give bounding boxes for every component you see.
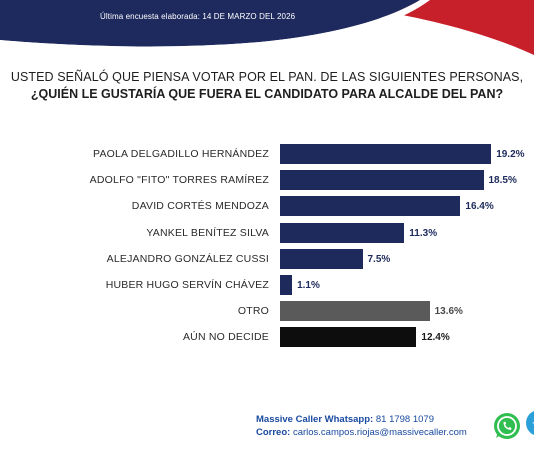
email-label: Correo: <box>256 427 291 438</box>
value-label: 19.2% <box>496 149 525 160</box>
bar <box>280 327 417 348</box>
value-label: 13.6% <box>434 306 463 318</box>
category-label: ADOLFO "FITO" TORRES RAMÍREZ <box>89 174 269 187</box>
whatsapp-line: Massive Caller Whatsapp: 81 1798 1079 <box>256 413 467 426</box>
survey-date: Última encuesta elaborada: 14 DE MARZO D… <box>100 12 296 21</box>
header-white-curve <box>0 0 430 53</box>
value-label: 7.5% <box>367 253 391 265</box>
whatsapp-icon[interactable] <box>492 411 522 441</box>
whatsapp-number[interactable]: 81 1798 1079 <box>375 414 434 425</box>
category-label: AÚN NO DECIDE <box>182 331 269 344</box>
category-label: ALEJANDRO GONZÁLEZ CUSSI <box>106 252 269 265</box>
header-banner: Última encuesta elaborada: 14 DE MARZO D… <box>0 0 534 55</box>
bar <box>280 196 461 217</box>
bar <box>280 248 363 269</box>
email-line: Correo: carlos.campos.riojas@massivecall… <box>256 426 467 439</box>
category-label: HUBER HUGO SERVÍN CHÁVEZ <box>105 279 269 291</box>
bar <box>280 301 430 322</box>
bar <box>280 170 484 191</box>
bar <box>280 144 492 164</box>
category-label: YANKEL BENÍTEZ SILVA <box>146 226 269 239</box>
category-label: OTRO <box>237 305 269 318</box>
contact-footer: Massive Caller Whatsapp: 81 1798 1079 Co… <box>256 413 467 439</box>
bar <box>280 275 293 295</box>
category-label: DAVID CORTÉS MENDOZA <box>131 200 269 213</box>
value-label: 1.1% <box>297 280 320 291</box>
value-label: 12.4% <box>421 332 450 344</box>
whatsapp-label: Massive Caller Whatsapp: <box>256 414 374 425</box>
value-label: 11.3% <box>409 227 438 239</box>
question-line-1: USTED SEÑALÓ QUE PIENSA VOTAR POR EL PAN… <box>10 70 524 84</box>
telegram-icon[interactable] <box>524 408 534 438</box>
header-red-swoosh <box>300 0 534 55</box>
question-text: USTED SEÑALÓ QUE PIENSA VOTAR POR EL PAN… <box>0 70 534 101</box>
question-line-2: ¿QUIÉN LE GUSTARÍA QUE FUERA EL CANDIDAT… <box>30 87 504 101</box>
value-label: 18.5% <box>488 175 517 187</box>
category-label: PAOLA DELGADILLO HERNÁNDEZ <box>93 148 269 160</box>
email-address[interactable]: carlos.campos.riojas@massivecaller.com <box>292 427 467 438</box>
header-navy-band <box>0 0 420 47</box>
bar-chart: PAOLA DELGADILLO HERNÁNDEZ 19.2% ADOLFO "F… <box>0 140 534 360</box>
value-label: 16.4% <box>465 201 494 213</box>
bar <box>280 222 405 243</box>
